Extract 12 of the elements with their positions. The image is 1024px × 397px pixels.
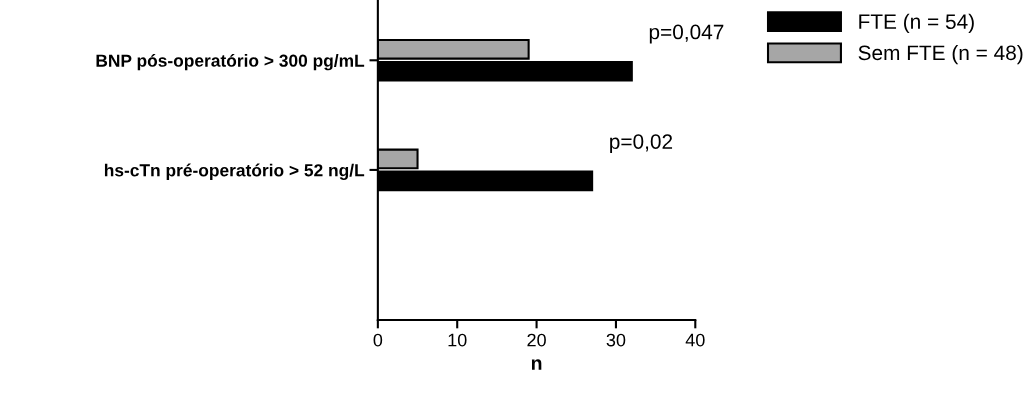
annotation: p=0,02 [610,134,673,154]
y-tick-label: hs-cTn pré-operatório > 52 ng/L [104,163,365,180]
legend-label: FTE (n = 54) [859,13,974,34]
x-tick-label: 10 [448,333,467,347]
x-tick-label: 40 [685,333,705,347]
x-tick-label: 30 [606,333,626,347]
legend-label: Sem FTE (n = 48) [858,44,1023,65]
y-tick-label: BNP pós-operatório > 300 pg/mL [96,53,365,71]
x-axis-title: n [531,359,542,370]
annotation: p=0,047 [649,24,724,44]
x-tick-label: 20 [527,333,546,347]
x-tick-label: 0 [373,333,383,347]
